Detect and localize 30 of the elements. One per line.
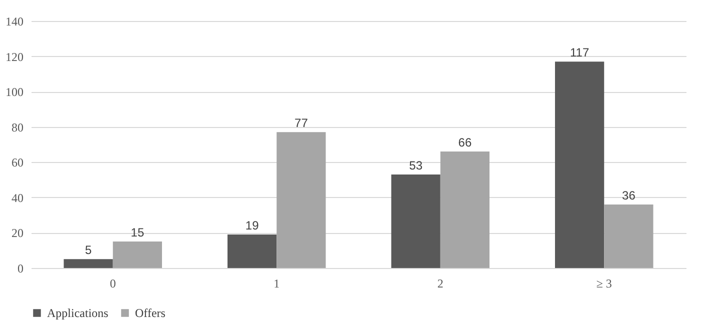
x-tick-label: 1 [274,276,280,290]
y-tick-label: 40 [12,190,24,205]
y-tick-label: 20 [12,226,24,240]
y-tick-label: 0 [18,262,24,276]
bar [64,259,113,268]
x-tick-label: 0 [110,276,116,290]
legend-label: Applications [47,306,109,320]
data-label: 19 [245,218,260,232]
x-tick-label: 2 [437,276,444,290]
y-tick-label: 60 [12,156,24,170]
data-label: 77 [294,116,308,130]
bar [440,152,490,268]
bar [276,132,326,268]
data-label: 117 [570,46,590,60]
bar [228,234,277,268]
data-label: 53 [409,158,423,172]
y-tick-label: 100 [6,85,24,100]
bar [391,174,440,268]
bar [604,204,654,268]
data-label: 15 [130,226,144,240]
x-tick-label: ≥ 3 [596,276,612,290]
data-label: 5 [84,243,92,258]
y-tick-label: 120 [6,50,24,64]
bar [555,62,604,268]
data-label: 36 [622,188,636,202]
y-tick-label: 80 [12,120,24,134]
bar [112,242,162,268]
legend-label: Offers [135,306,166,320]
y-tick-label: 140 [6,14,24,28]
data-label: 66 [458,136,472,150]
